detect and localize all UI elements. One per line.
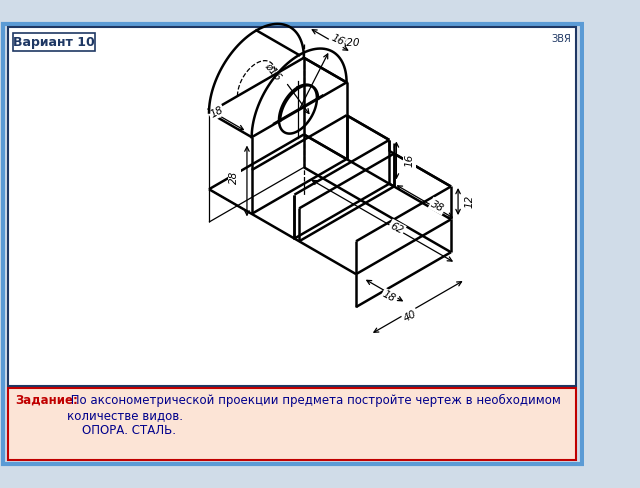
- Text: Вариант 10: Вариант 10: [13, 36, 95, 49]
- FancyBboxPatch shape: [3, 24, 582, 464]
- Text: 12: 12: [464, 195, 474, 208]
- FancyBboxPatch shape: [8, 27, 576, 386]
- Text: 18: 18: [381, 289, 397, 305]
- Text: 16: 16: [329, 33, 346, 47]
- FancyBboxPatch shape: [13, 33, 95, 51]
- Text: 18: 18: [208, 104, 225, 120]
- Text: ø16: ø16: [263, 61, 283, 82]
- Text: Задание:: Задание:: [15, 394, 78, 407]
- Text: 62: 62: [388, 221, 405, 236]
- Text: R20: R20: [339, 38, 360, 48]
- Text: ЗВЯ: ЗВЯ: [551, 34, 571, 43]
- Text: 16: 16: [404, 154, 414, 167]
- Text: 28: 28: [229, 171, 239, 184]
- Text: 40: 40: [402, 308, 419, 324]
- Text: 38: 38: [429, 199, 446, 214]
- FancyBboxPatch shape: [8, 388, 576, 460]
- Text: По аксонометрической проекции предмета постройте чертеж в необходимом
количестве: По аксонометрической проекции предмета п…: [67, 394, 561, 437]
